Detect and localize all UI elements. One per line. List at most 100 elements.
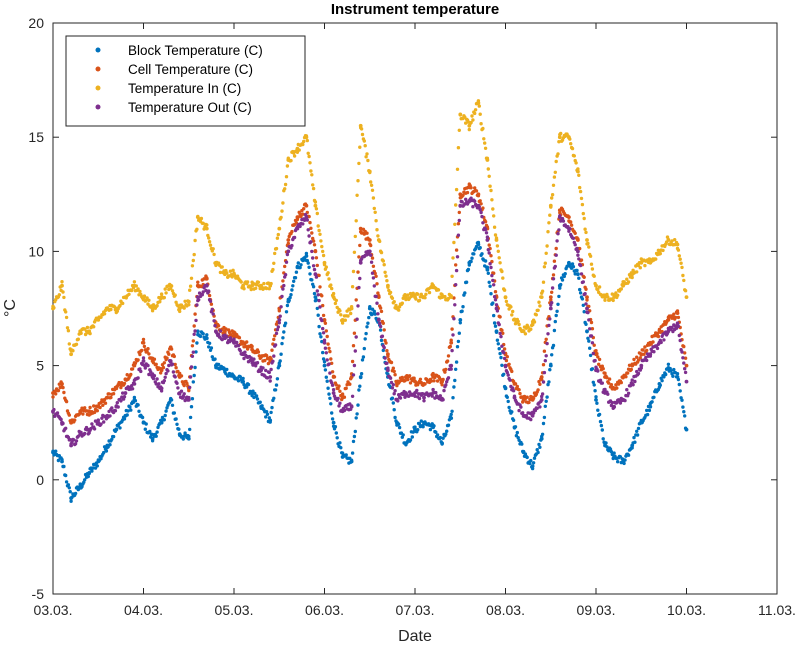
series-dot [122,381,127,386]
series-dot [351,439,356,444]
data-point [476,242,481,247]
series-dot [278,359,282,363]
series-dot [208,299,213,303]
series-dot [573,243,577,247]
y-tick-label: 5 [36,358,44,374]
series-dot [132,280,137,284]
data-point [386,368,390,373]
x-tick-label: 05.03. [215,602,254,618]
series-dot [614,383,618,387]
series-dot [678,257,682,261]
series-dot [73,418,77,422]
series-dot [193,238,197,243]
data-point [358,123,363,128]
series-dot [492,313,496,318]
series-dot [67,342,72,346]
series-dot [178,309,182,314]
series-dot [507,405,511,410]
data-point [87,427,92,432]
series-dot [679,261,683,265]
series-dot [92,427,97,431]
series-dot [600,428,604,432]
series-dot [597,357,602,362]
series-dot [540,432,545,436]
series-dot [238,375,242,379]
series-dot [630,275,634,280]
series-dot [470,256,474,260]
series-dot [643,345,647,349]
series-dot [126,409,130,413]
series-dot [486,271,490,275]
data-point [557,208,562,213]
series-dot [384,274,388,278]
series-dot [161,365,166,370]
series-dot [577,173,581,177]
series-dot [118,426,122,430]
series-dot [356,403,360,407]
data-point [684,295,689,299]
series-dot [147,352,151,356]
series-dot [173,293,177,297]
data-point [404,441,408,446]
series-dot [311,236,315,241]
series-dot [278,314,282,318]
series-dot [162,418,166,422]
series-dot [600,381,604,385]
series-dot [319,239,323,243]
data-point [648,260,653,265]
series-dot [555,309,559,313]
series-dot [590,341,595,345]
series-dot [615,386,619,390]
data-point [630,382,635,386]
series-dot [466,267,471,272]
series-dot [442,388,446,393]
series-dot [320,244,324,249]
series-dot [313,200,318,204]
series-dot [510,313,514,317]
series-dot [464,121,468,125]
series-dot [584,287,588,291]
series-dot [356,304,360,308]
series-dot [551,343,556,348]
data-point [630,443,635,448]
data-point [675,242,680,247]
series-dot [154,382,158,386]
series-dot [211,312,215,316]
series-dot [511,389,516,393]
series-dot [315,211,319,216]
series-dot [535,406,539,410]
data-point [295,146,300,151]
data-point [304,254,309,258]
series-dot [207,345,211,349]
series-dot [678,338,682,343]
data-point [675,311,680,315]
series-dot [682,344,686,349]
data-point [648,404,653,409]
series-dot [543,404,547,408]
series-dot [315,289,319,293]
series-dot [595,401,599,405]
series-dot [391,366,395,370]
y-axis-ticks: -5 0 5 10 15 20 [28,15,777,602]
series-dot [454,248,459,252]
series-dot [563,272,567,276]
data-point [295,215,300,220]
series-dot [576,253,580,257]
series-dot [497,347,501,351]
series-dot [339,446,343,450]
series-dot [416,292,420,296]
data-point [530,398,535,402]
series-dot [683,414,687,418]
data-point [639,420,644,425]
series-dot [118,303,122,308]
data-point [467,185,472,190]
series-dot [434,390,438,395]
series-dot [388,290,393,295]
series-dot [320,294,324,298]
series-dot [327,346,331,350]
series-dot [310,173,314,177]
series-dot [559,131,563,136]
series-dot [456,146,461,150]
data-point [494,306,499,311]
series-dot [302,139,306,144]
